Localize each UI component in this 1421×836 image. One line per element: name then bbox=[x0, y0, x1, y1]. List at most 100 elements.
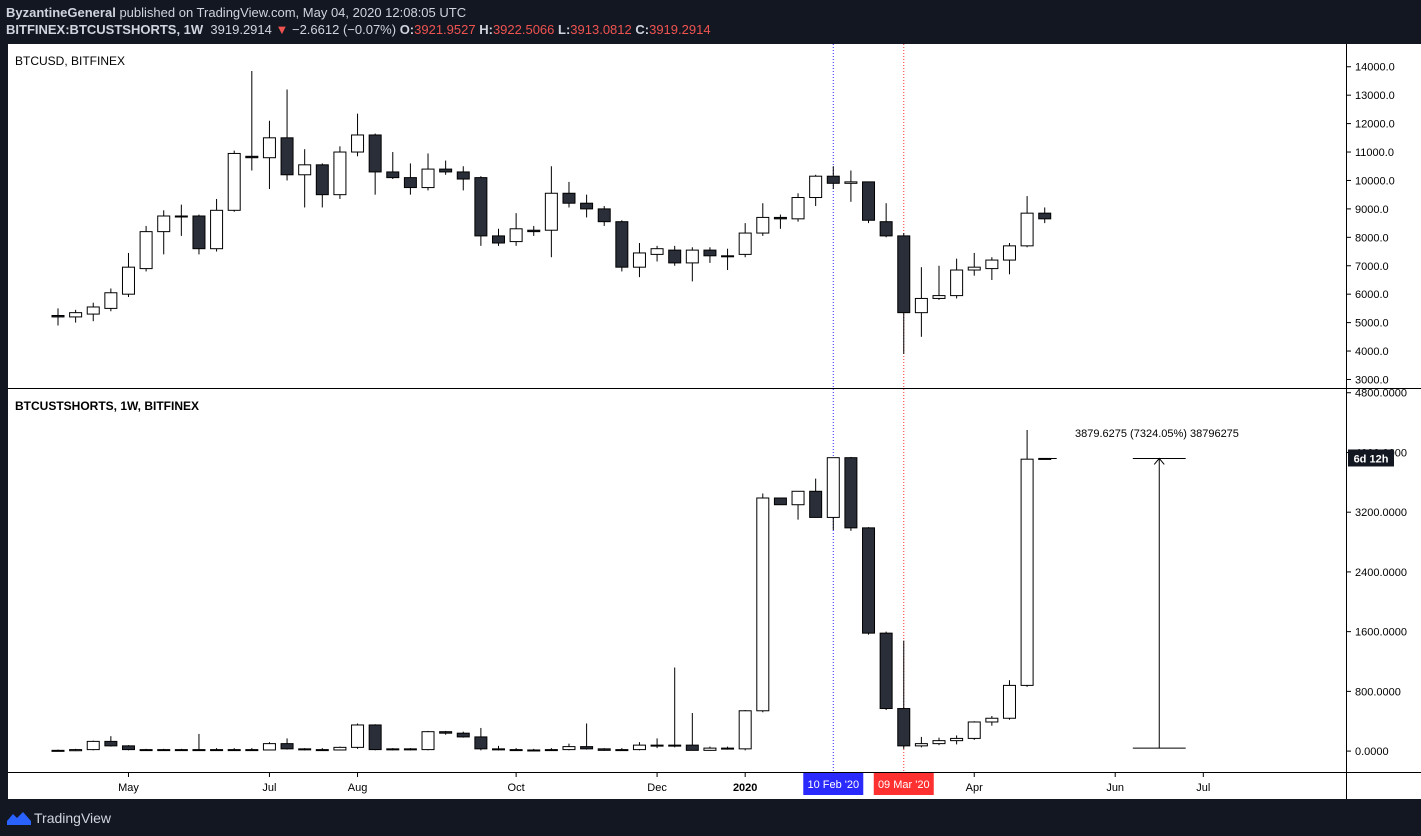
candle-body[interactable] bbox=[668, 744, 682, 747]
candle-body[interactable] bbox=[685, 249, 699, 264]
candle-body[interactable] bbox=[879, 221, 893, 237]
candle-body[interactable] bbox=[897, 708, 911, 747]
candle-body[interactable] bbox=[738, 710, 752, 750]
candle-body[interactable] bbox=[456, 732, 470, 738]
price-pane-bg[interactable] bbox=[8, 44, 1346, 388]
candle-body[interactable] bbox=[333, 746, 347, 751]
candle-body[interactable] bbox=[69, 749, 83, 752]
candle-body[interactable] bbox=[985, 717, 999, 723]
candle-body[interactable] bbox=[632, 744, 646, 751]
candle-body[interactable] bbox=[51, 749, 65, 752]
candle-body[interactable] bbox=[210, 209, 224, 250]
candle-body[interactable] bbox=[69, 312, 83, 318]
price-axis-bg[interactable] bbox=[1347, 44, 1421, 772]
candle-body[interactable] bbox=[932, 295, 946, 299]
candle-body[interactable] bbox=[333, 151, 347, 196]
candle-body[interactable] bbox=[914, 743, 928, 747]
candle-body[interactable] bbox=[650, 248, 664, 255]
candle-body[interactable] bbox=[104, 292, 118, 309]
candle-body[interactable] bbox=[597, 748, 611, 751]
candle-body[interactable] bbox=[315, 749, 329, 752]
candle-body[interactable] bbox=[967, 266, 981, 271]
candle-body[interactable] bbox=[139, 749, 153, 752]
candle-body[interactable] bbox=[932, 740, 946, 745]
candle-body[interactable] bbox=[950, 269, 964, 297]
candle-body[interactable] bbox=[210, 749, 224, 752]
shorts-pane-bg[interactable] bbox=[8, 389, 1346, 772]
candle-body[interactable] bbox=[386, 171, 400, 179]
candle-body[interactable] bbox=[315, 164, 329, 196]
candle-body[interactable] bbox=[773, 497, 787, 506]
candle-body[interactable] bbox=[421, 731, 435, 751]
candle-body[interactable] bbox=[245, 155, 259, 159]
candle-body[interactable] bbox=[280, 137, 294, 176]
candle-body[interactable] bbox=[86, 740, 100, 751]
candle-body[interactable] bbox=[826, 457, 840, 518]
chart-canvas[interactable]: 14000.0 13000.0 12000.0 11000.0 10000.0 9000.… bbox=[0, 42, 1421, 800]
candle-body[interactable] bbox=[492, 235, 505, 244]
candle-body[interactable] bbox=[351, 134, 365, 153]
candle-body[interactable] bbox=[403, 748, 417, 751]
candle-body[interactable] bbox=[403, 177, 417, 189]
candle-body[interactable] bbox=[668, 249, 682, 264]
candle-body[interactable] bbox=[756, 216, 770, 234]
candle-body[interactable] bbox=[580, 202, 594, 210]
candle-body[interactable] bbox=[298, 748, 312, 751]
candle-body[interactable] bbox=[844, 181, 858, 184]
candle-body[interactable] bbox=[474, 177, 488, 237]
candle-body[interactable] bbox=[632, 252, 646, 268]
candle-body[interactable] bbox=[280, 743, 294, 750]
candle-body[interactable] bbox=[121, 745, 135, 751]
candle-body[interactable] bbox=[756, 497, 770, 712]
candle-body[interactable] bbox=[1002, 245, 1016, 261]
candle-body[interactable] bbox=[862, 527, 876, 634]
candle-body[interactable] bbox=[192, 215, 206, 250]
candle-body[interactable] bbox=[721, 747, 735, 750]
candle-body[interactable] bbox=[721, 255, 735, 258]
candle-body[interactable] bbox=[597, 208, 611, 223]
candle-body[interactable] bbox=[897, 235, 911, 314]
candle-body[interactable] bbox=[914, 297, 928, 314]
candle-body[interactable] bbox=[562, 746, 576, 751]
candle-body[interactable] bbox=[1020, 458, 1034, 686]
candle-body[interactable] bbox=[439, 731, 453, 734]
candle-body[interactable] bbox=[298, 164, 312, 176]
author-name[interactable]: ByzantineGeneral bbox=[6, 5, 116, 20]
candle-body[interactable] bbox=[703, 249, 717, 257]
candle-body[interactable] bbox=[421, 168, 435, 189]
candle-body[interactable] bbox=[456, 171, 470, 180]
candle-body[interactable] bbox=[862, 181, 876, 221]
candle-body[interactable] bbox=[615, 221, 629, 268]
candle-body[interactable] bbox=[703, 747, 717, 751]
candle-body[interactable] bbox=[773, 216, 787, 220]
candle-body[interactable] bbox=[1020, 212, 1034, 247]
candle-body[interactable] bbox=[174, 749, 188, 752]
candle-body[interactable] bbox=[86, 306, 100, 315]
time-axis-bg[interactable] bbox=[8, 773, 1421, 799]
candle-body[interactable] bbox=[157, 215, 171, 233]
candle-body[interactable] bbox=[192, 749, 206, 752]
candle-body[interactable] bbox=[527, 229, 541, 233]
candle-body[interactable] bbox=[51, 315, 65, 318]
candle-body[interactable] bbox=[809, 490, 823, 518]
candle-body[interactable] bbox=[1038, 212, 1052, 220]
candle-body[interactable] bbox=[879, 632, 893, 710]
candle-body[interactable] bbox=[791, 490, 805, 506]
candle-body[interactable] bbox=[474, 736, 488, 750]
candle-body[interactable] bbox=[157, 749, 171, 752]
candle-body[interactable] bbox=[950, 737, 964, 742]
tradingview-logo-icon[interactable] bbox=[6, 809, 32, 827]
candle-body[interactable] bbox=[227, 749, 241, 752]
candle-body[interactable] bbox=[544, 749, 558, 752]
candle-body[interactable] bbox=[509, 749, 523, 752]
candle-body[interactable] bbox=[262, 137, 276, 159]
candle-body[interactable] bbox=[351, 724, 365, 748]
candle-body[interactable] bbox=[227, 152, 241, 211]
candle-body[interactable] bbox=[245, 749, 259, 752]
candle-body[interactable] bbox=[650, 744, 664, 747]
candle-body[interactable] bbox=[791, 197, 805, 220]
candle-body[interactable] bbox=[985, 259, 999, 270]
candle-body[interactable] bbox=[527, 749, 541, 752]
candle-body[interactable] bbox=[580, 746, 594, 750]
candle-body[interactable] bbox=[104, 740, 118, 747]
